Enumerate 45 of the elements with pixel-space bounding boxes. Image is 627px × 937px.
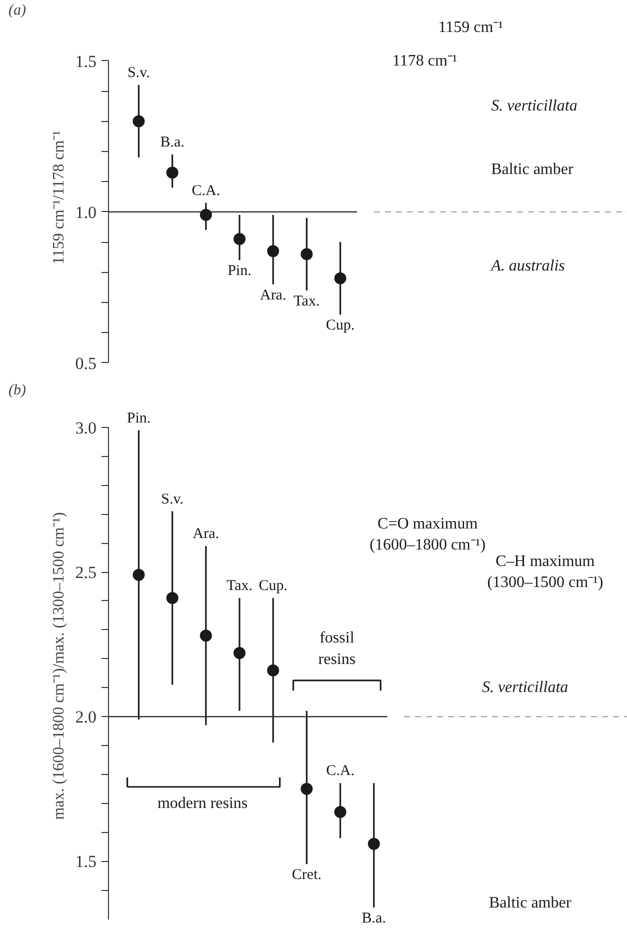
y-tick-label: 2.5 <box>75 563 96 582</box>
y-tick-label: 1.0 <box>75 202 96 222</box>
category-label: Ara. <box>192 526 220 542</box>
point <box>234 646 246 659</box>
chart-title: (b) <box>8 382 26 398</box>
point <box>300 248 313 260</box>
point <box>368 838 380 850</box>
category-label: Cret. <box>292 867 322 884</box>
text: Baltic amber <box>488 894 572 912</box>
text: Baltic amber <box>491 161 574 178</box>
category-label: B.a. <box>362 910 386 926</box>
point <box>234 233 246 246</box>
y-axis-title: 1159 cm⁻¹/1178 cm⁻¹ <box>50 130 68 264</box>
category-label: C.A. <box>326 763 354 780</box>
category-label: Cup. <box>258 578 288 594</box>
category-label: Tax. <box>226 578 253 594</box>
y-tick-label: 1.5 <box>75 852 96 872</box>
annotation: fossil resins <box>318 630 356 668</box>
point <box>132 115 145 128</box>
point <box>200 208 212 221</box>
point <box>334 272 346 284</box>
category-label: S.v. <box>161 491 184 508</box>
y-axis-title: max. (1600–1800 cm⁻¹)/max. (1300–1500 cm⁻¹) <box>50 512 68 820</box>
annotation: C=O maximum (1600–1800 cm⁻¹) <box>370 515 486 554</box>
chart-title: (a) <box>8 2 26 18</box>
point <box>132 568 145 581</box>
y-tick-label: 1.5 <box>75 52 96 71</box>
point <box>334 806 346 818</box>
category-label: Pin. <box>126 410 151 426</box>
point <box>300 782 313 795</box>
text: A. australis <box>490 258 565 275</box>
text: 1159 cm⁻¹ <box>438 19 504 36</box>
text: C–H maximum (1300–1500 cm⁻¹) <box>487 552 604 592</box>
text: S. verticillata <box>482 679 568 696</box>
text: 1178 cm⁻¹ <box>392 52 458 70</box>
point <box>200 630 212 642</box>
annotation: modern resins <box>157 794 248 812</box>
point <box>267 664 280 676</box>
y-tick-label: 0.5 <box>75 354 96 373</box>
point <box>267 245 280 258</box>
text: S. verticillata <box>491 98 578 115</box>
y-tick-label: 3.0 <box>75 418 96 438</box>
y-tick-label: 2.0 <box>75 708 96 727</box>
point <box>166 592 178 604</box>
point <box>166 166 178 179</box>
